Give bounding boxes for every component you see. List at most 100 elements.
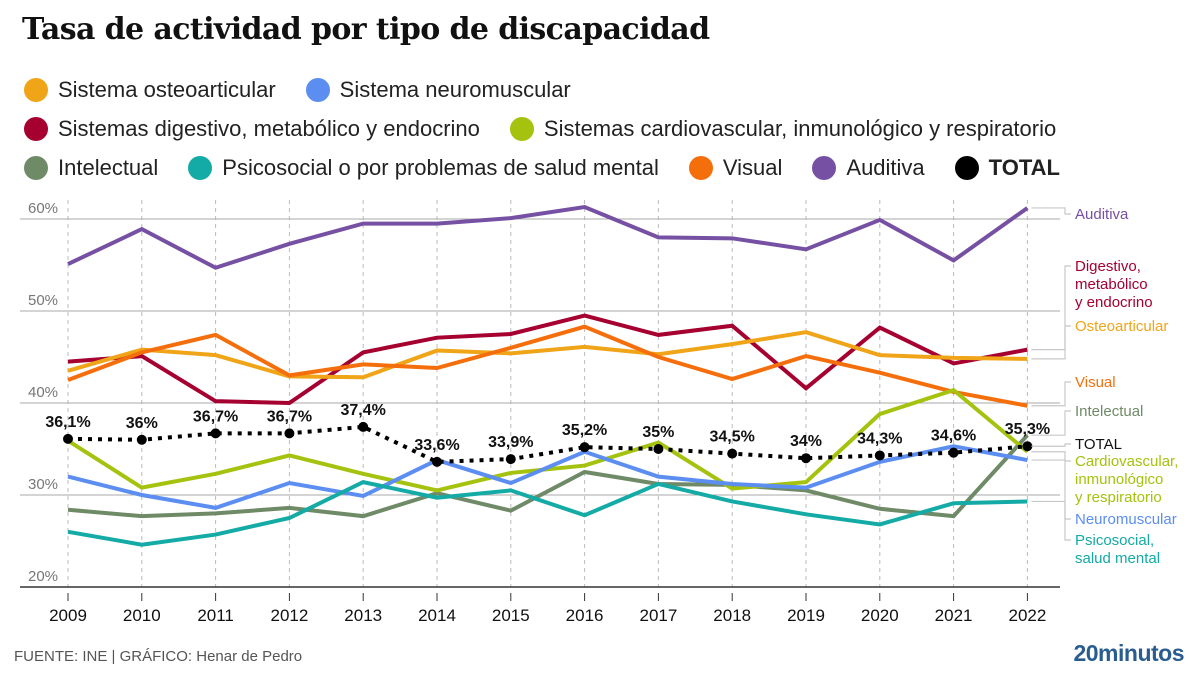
legend-swatch-icon bbox=[24, 116, 48, 141]
y-tick-label: 50% bbox=[28, 292, 58, 309]
x-tick-label: 2014 bbox=[418, 606, 456, 625]
x-tick-label: 2021 bbox=[935, 606, 973, 625]
total-point bbox=[801, 453, 811, 464]
end-label-intelectual: Intelectual bbox=[1075, 403, 1143, 420]
x-tick-label: 2013 bbox=[344, 606, 382, 625]
end-label-leader bbox=[1031, 459, 1071, 520]
series-line-psicosocial bbox=[67, 480, 1028, 547]
chart-title: Tasa de actividad por tipo de discapacid… bbox=[22, 12, 710, 47]
end-label-leader bbox=[1031, 451, 1071, 462]
total-data-label: 34,5% bbox=[710, 429, 755, 446]
total-data-label: 35% bbox=[642, 424, 674, 441]
x-tick-label: 2020 bbox=[861, 606, 899, 625]
x-tick-label: 2012 bbox=[270, 606, 308, 625]
legend-swatch-icon bbox=[812, 155, 837, 180]
total-point bbox=[284, 428, 295, 439]
total-point bbox=[653, 444, 664, 454]
legend-item: Sistemas digestivo, metabólico y endocri… bbox=[24, 116, 480, 142]
total-data-label: 35,3% bbox=[1005, 421, 1050, 438]
total-data-label: 37,4% bbox=[341, 402, 386, 419]
legend-swatch-icon bbox=[24, 77, 48, 102]
total-data-label: 36,7% bbox=[267, 408, 312, 425]
x-tick-label: 2019 bbox=[787, 606, 825, 625]
total-point bbox=[579, 442, 590, 453]
legend-label: Sistema osteoarticular bbox=[58, 76, 276, 102]
legend-label: Sistemas cardiovascular, inmunológico y … bbox=[543, 115, 1057, 141]
x-tick-label: 2011 bbox=[197, 606, 234, 625]
end-label-leader bbox=[1031, 381, 1071, 407]
total-point bbox=[1022, 441, 1033, 452]
legend: Sistema osteoarticular Sistema neuromuscu… bbox=[24, 70, 1194, 187]
y-tick-label: 40% bbox=[28, 384, 58, 401]
legend-label: Sistemas digestivo, metabólico y endocri… bbox=[58, 115, 480, 141]
legend-label: TOTAL bbox=[988, 154, 1060, 180]
end-label-line: y endocrino bbox=[1075, 294, 1153, 311]
x-tick-label: 2018 bbox=[713, 606, 751, 625]
series-line-auditiva bbox=[67, 204, 1029, 270]
legend-label: Auditiva bbox=[846, 154, 925, 180]
series-line-digestivo bbox=[67, 313, 1028, 406]
legend-label: Psicosocial o por problemas de salud men… bbox=[222, 154, 659, 180]
end-label-leader bbox=[1031, 265, 1071, 351]
total-data-label: 34,6% bbox=[931, 428, 976, 445]
y-tick-label: 20% bbox=[28, 568, 58, 585]
end-label-line: Intelectual bbox=[1075, 403, 1143, 420]
legend-swatch-icon bbox=[188, 155, 213, 180]
legend-item: Sistemas cardiovascular, inmunológico y … bbox=[509, 115, 1057, 142]
legend-item: Intelectual bbox=[24, 155, 158, 181]
total-data-label: 36,7% bbox=[193, 408, 238, 425]
end-label-psicosocial: Psicosocial, salud mental bbox=[1075, 532, 1160, 567]
legend-label: Intelectual bbox=[58, 154, 159, 180]
x-tick-label: 2016 bbox=[566, 606, 604, 625]
x-tick-label: 2015 bbox=[492, 606, 530, 625]
legend-swatch-icon bbox=[688, 155, 713, 180]
total-data-label: 36% bbox=[126, 415, 158, 432]
end-label-line: Psicosocial, bbox=[1075, 532, 1154, 549]
end-label-osteoarticular: Osteoarticular bbox=[1075, 318, 1168, 335]
legend-label: Visual bbox=[722, 154, 783, 180]
total-data-label: 33,6% bbox=[414, 437, 459, 454]
total-data-label: 34% bbox=[790, 433, 822, 450]
total-point bbox=[727, 448, 738, 459]
legend-swatch-icon bbox=[954, 155, 979, 180]
end-label-line: TOTAL bbox=[1075, 436, 1122, 453]
total-data-label: 33,9% bbox=[488, 434, 533, 451]
total-point bbox=[358, 421, 369, 432]
end-label-total: TOTAL bbox=[1075, 436, 1122, 453]
end-label-line: inmunológico bbox=[1075, 471, 1163, 488]
end-label-leader bbox=[1031, 410, 1071, 436]
total-data-label: 35,2% bbox=[562, 422, 607, 439]
source-credit: FUENTE: INE | GRÁFICO: Henar de Pedro bbox=[14, 648, 303, 665]
total-point bbox=[210, 428, 221, 439]
legend-swatch-icon bbox=[24, 155, 48, 180]
end-label-cardiovascular: Cardiovascular, inmunológico y respiratori… bbox=[1075, 453, 1178, 506]
end-label-auditiva: Auditiva bbox=[1075, 206, 1129, 223]
end-label-line: Visual bbox=[1075, 374, 1116, 391]
brand-logo: 20minutos bbox=[1073, 640, 1184, 666]
legend-item: Visual bbox=[688, 154, 783, 181]
x-tick-label: 2009 bbox=[49, 606, 87, 625]
total-point bbox=[63, 433, 73, 444]
total-point bbox=[948, 447, 959, 458]
total-data-label: 36,1% bbox=[45, 414, 90, 431]
end-label-line: Cardiovascular, bbox=[1075, 453, 1178, 470]
series-line-total bbox=[67, 424, 1028, 464]
series-line-intelectual bbox=[67, 433, 1029, 519]
legend-swatch-icon bbox=[305, 77, 330, 102]
legend-item: Psicosocial o por problemas de salud men… bbox=[188, 155, 659, 181]
legend-row: Sistema osteoarticular Sistema neuromuscu… bbox=[24, 70, 1194, 109]
end-label-line: Osteoarticular bbox=[1075, 318, 1168, 335]
end-label-leader bbox=[1031, 325, 1071, 360]
end-label-line: Digestivo, bbox=[1075, 258, 1141, 275]
end-label-neuromuscular: Neuromuscular bbox=[1075, 511, 1177, 528]
end-label-line: metabólico bbox=[1075, 276, 1148, 293]
legend-item: Sistema neuromuscular bbox=[305, 77, 571, 103]
total-point bbox=[432, 456, 442, 467]
end-label-line: y respiratorio bbox=[1075, 489, 1162, 506]
total-point bbox=[136, 434, 147, 445]
total-point bbox=[874, 450, 885, 461]
legend-item: TOTAL bbox=[954, 154, 1060, 181]
end-label-line: Neuromuscular bbox=[1075, 511, 1177, 528]
total-data-label: 34,3% bbox=[857, 430, 902, 447]
